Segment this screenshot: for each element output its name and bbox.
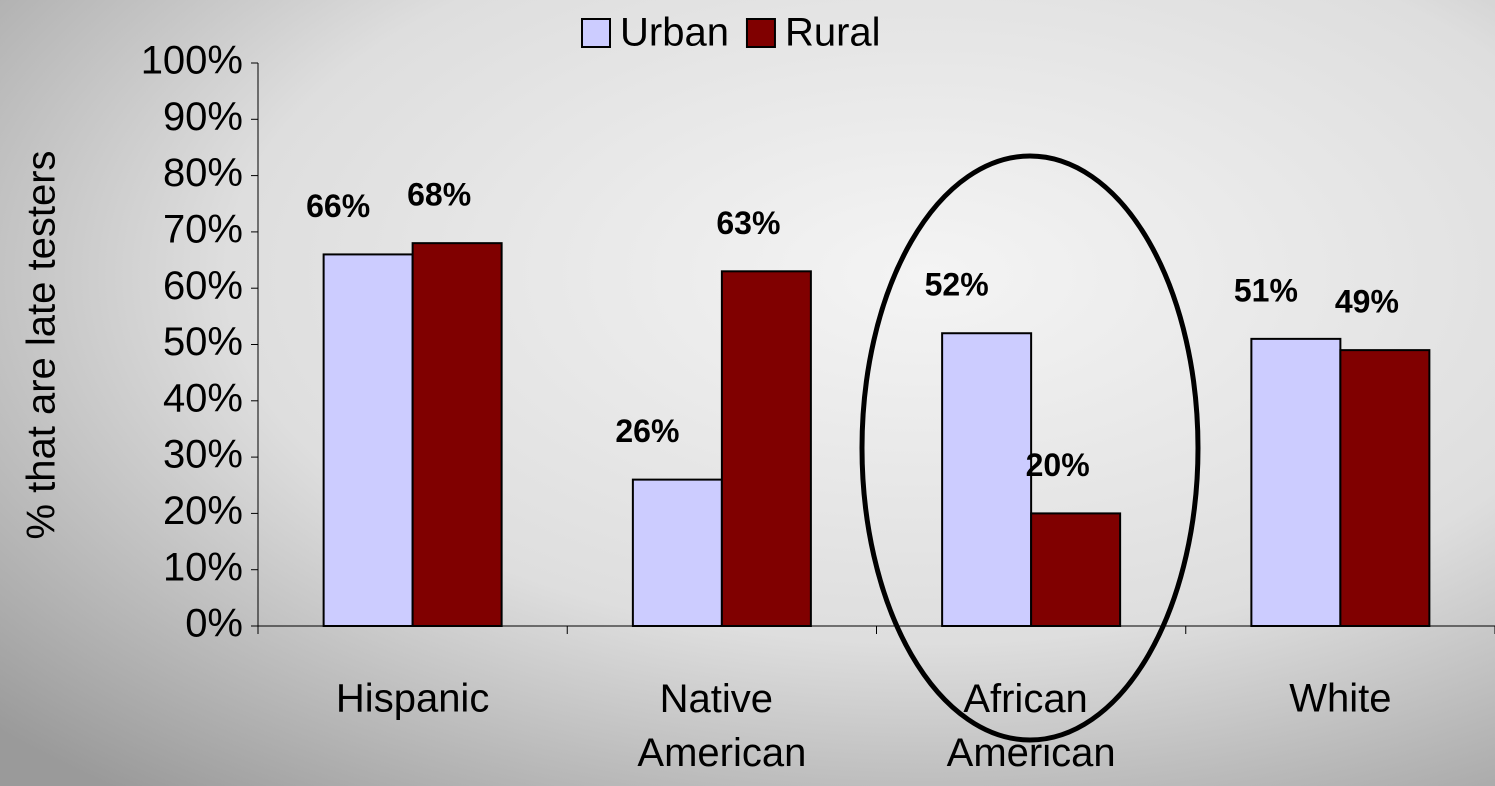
bar (1250, 337, 1342, 627)
y-tick-label: 40% (163, 376, 243, 420)
x-tick-label: Native American (637, 677, 806, 775)
legend-swatch (581, 18, 611, 48)
y-tick-label: 100% (141, 39, 243, 83)
y-tick-label: 20% (163, 489, 243, 533)
value-label: 52% (925, 267, 989, 303)
value-label: 49% (1335, 284, 1399, 320)
y-tick-label: 0% (185, 602, 243, 646)
y-tick-label: 90% (163, 95, 243, 139)
value-label: 63% (716, 205, 780, 241)
value-label: 20% (1026, 447, 1090, 483)
y-tick-label: 10% (163, 545, 243, 589)
y-tick-label: 80% (163, 151, 243, 195)
legend-label: Rural (785, 11, 881, 55)
bar (1339, 349, 1431, 627)
legend-swatch (745, 18, 776, 48)
bar (322, 253, 414, 627)
bar (1030, 512, 1122, 628)
value-label: 51% (1234, 272, 1298, 308)
bar (631, 478, 723, 627)
y-tick-label: 60% (163, 264, 243, 308)
value-label: 26% (615, 413, 679, 449)
y-tick-label: 30% (163, 433, 243, 477)
bar (941, 332, 1033, 627)
x-tick-label: White (1289, 677, 1391, 721)
highlight-ellipse (859, 153, 1201, 743)
value-label: 68% (407, 177, 471, 213)
y-axis-label: % that are late testers (20, 150, 64, 539)
y-tick-label: 70% (163, 207, 243, 251)
x-tick-label: Hispanic (336, 677, 489, 721)
bar (411, 242, 503, 627)
legend-label: Urban (620, 11, 729, 55)
value-label: 66% (306, 188, 370, 224)
bar (720, 270, 812, 627)
y-tick-label: 50% (163, 320, 243, 364)
